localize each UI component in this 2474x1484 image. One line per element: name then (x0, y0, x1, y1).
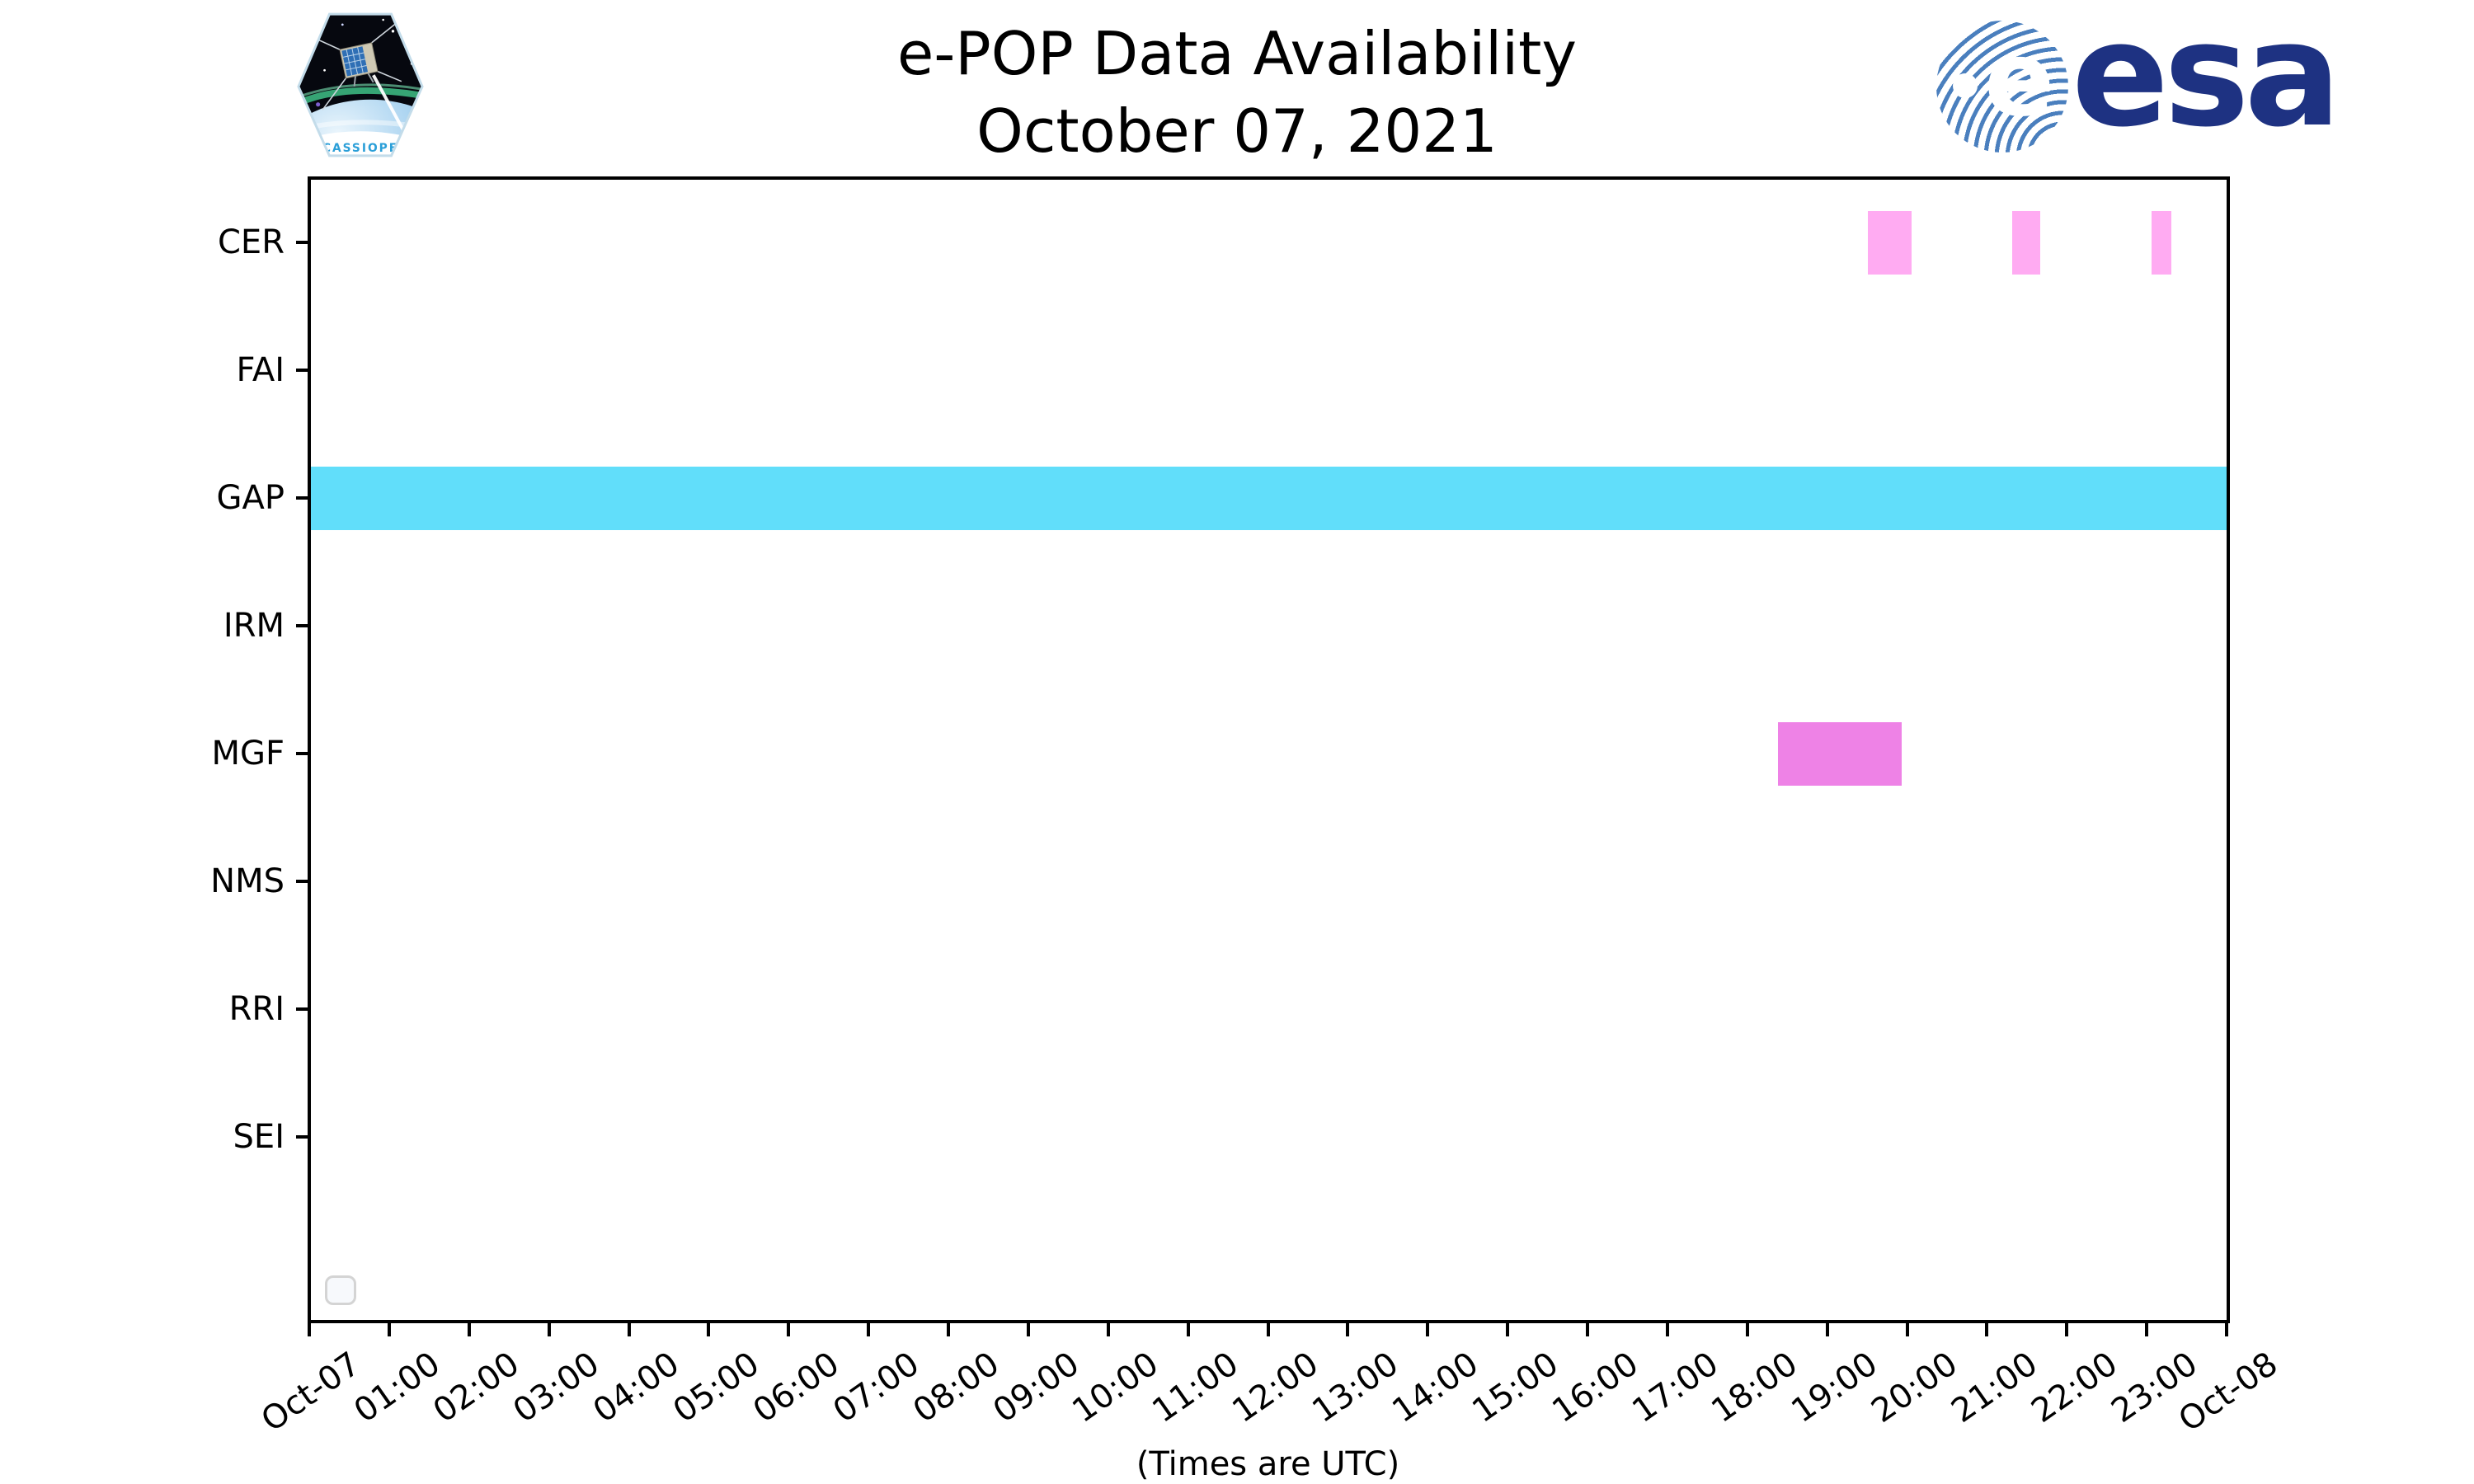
x-tick-label-07-00: 07:00 (826, 1345, 926, 1430)
x-tick-16-00 (1586, 1323, 1589, 1336)
x-tick-09-00 (1026, 1323, 1030, 1336)
x-tick-label-12-00: 12:00 (1225, 1345, 1326, 1430)
x-tick-14-00 (1426, 1323, 1430, 1336)
x-tick-11-00 (1186, 1323, 1190, 1336)
x-tick-label-13-00: 13:00 (1305, 1345, 1406, 1430)
x-tick-label-18-00: 18:00 (1705, 1345, 1805, 1430)
y-tick-label-gap: GAP (216, 479, 285, 517)
x-tick-08-00 (947, 1323, 950, 1336)
x-tick-06-00 (787, 1323, 791, 1336)
y-tick-fai (296, 369, 309, 372)
y-tick-label-sei: SEI (233, 1118, 285, 1156)
y-tick-label-cer: CER (218, 223, 285, 261)
chart-title-block: e-POP Data Availability October 07, 2021 (0, 15, 2474, 170)
x-tick-label-21-00: 21:00 (1945, 1345, 2045, 1430)
availability-bar-gap-0 (309, 466, 2227, 530)
y-tick-nms (296, 880, 309, 883)
y-tick-mgf (296, 752, 309, 755)
y-tick-rri (296, 1007, 309, 1011)
x-tick-04-00 (627, 1323, 631, 1336)
x-tick-label-19-00: 19:00 (1785, 1345, 1885, 1430)
x-tick-label-14-00: 14:00 (1385, 1345, 1486, 1430)
x-tick-label-04-00: 04:00 (586, 1345, 687, 1430)
x-tick-12-00 (1266, 1323, 1270, 1336)
cassiope-mission-patch: CASSIOPE (295, 10, 426, 160)
legend-box (325, 1275, 356, 1305)
esa-globe-letter: e (1984, 18, 2055, 139)
x-tick-label-16-00: 16:00 (1545, 1345, 1645, 1430)
plot-area (308, 176, 2230, 1323)
x-tick-oct-08 (2225, 1323, 2228, 1336)
cassiope-patch-label: CASSIOPE (322, 142, 398, 155)
x-axis-note: (Times are UTC) (1136, 1445, 1400, 1483)
x-tick-label-17-00: 17:00 (1625, 1345, 1725, 1430)
x-tick-02-00 (467, 1323, 471, 1336)
x-tick-label-09-00: 09:00 (985, 1345, 1086, 1430)
esa-wordmark: esa (2072, 0, 2341, 159)
availability-bar-cer-1 (2012, 210, 2041, 275)
x-tick-20-00 (1905, 1323, 1909, 1336)
x-tick-18-00 (1745, 1323, 1749, 1336)
x-tick-label-05-00: 05:00 (666, 1345, 767, 1430)
y-tick-label-mgf: MGF (211, 735, 285, 773)
x-tick-07-00 (867, 1323, 871, 1336)
chart-subtitle: October 07, 2021 (976, 96, 1498, 166)
esa-globe-dot (1953, 73, 1978, 98)
y-tick-label-nms: NMS (210, 862, 285, 900)
x-tick-17-00 (1665, 1323, 1669, 1336)
availability-bar-cer-0 (1868, 210, 1912, 275)
x-tick-label-02-00: 02:00 (426, 1345, 527, 1430)
y-tick-label-irm: IRM (223, 607, 285, 645)
esa-globe-icon: e (1936, 21, 2068, 153)
x-tick-13-00 (1346, 1323, 1350, 1336)
y-tick-cer (296, 241, 309, 244)
chart-title: e-POP Data Availability (897, 19, 1577, 88)
y-tick-sei (296, 1135, 309, 1139)
x-tick-01-00 (387, 1323, 391, 1336)
y-tick-label-fai: FAI (236, 351, 285, 389)
x-tick-label-15-00: 15:00 (1465, 1345, 1565, 1430)
y-tick-gap (296, 496, 309, 500)
x-tick-10-00 (1106, 1323, 1110, 1336)
x-tick-label-22-00: 22:00 (2025, 1345, 2125, 1430)
x-tick-label-08-00: 08:00 (905, 1345, 1006, 1430)
y-tick-label-rri: RRI (228, 990, 285, 1028)
x-tick-label-03-00: 03:00 (506, 1345, 607, 1430)
x-tick-03-00 (547, 1323, 551, 1336)
x-tick-label-oct-07: Oct-07 (254, 1345, 367, 1440)
x-tick-label-11-00: 11:00 (1145, 1345, 1246, 1430)
x-tick-22-00 (2065, 1323, 2069, 1336)
availability-bar-mgf-0 (1777, 721, 1902, 786)
y-tick-irm (296, 624, 309, 627)
x-tick-19-00 (1825, 1323, 1829, 1336)
esa-logo: e esa (1936, 0, 2398, 165)
cassiope-patch-icon: CASSIOPE (297, 12, 424, 157)
x-tick-21-00 (1985, 1323, 1989, 1336)
x-tick-label-01-00: 01:00 (346, 1345, 447, 1430)
x-tick-23-00 (2145, 1323, 2149, 1336)
x-tick-label-10-00: 10:00 (1065, 1345, 1166, 1430)
x-tick-label-06-00: 06:00 (746, 1345, 847, 1430)
x-tick-15-00 (1506, 1323, 1510, 1336)
x-tick-oct-07 (308, 1323, 311, 1336)
x-tick-label-20-00: 20:00 (1865, 1345, 1965, 1430)
x-tick-05-00 (707, 1323, 711, 1336)
availability-bar-cer-2 (2151, 210, 2172, 275)
